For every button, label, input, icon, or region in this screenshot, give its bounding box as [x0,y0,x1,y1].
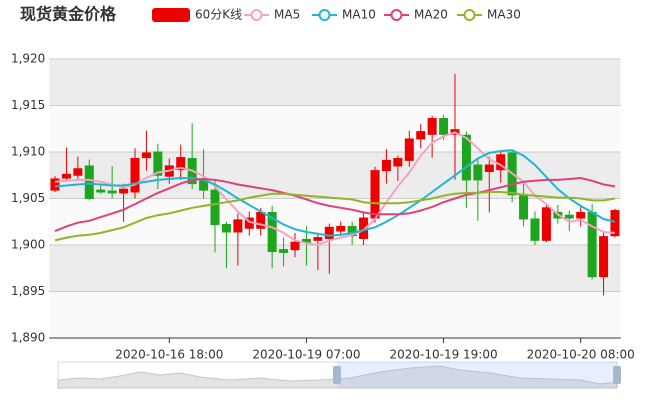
candle-body [519,194,529,220]
split-area [49,152,621,199]
y-tick-label: 1,915 [11,98,45,112]
x-tick-label: 2020-10-19 07:00 [252,348,360,362]
ma-line [54,191,616,242]
candle-body [84,165,94,199]
candle-body [587,211,597,278]
candle-body [530,218,540,241]
legend-icon [463,9,476,21]
zoom-preview [57,365,618,389]
y-tick-label: 1,920 [11,52,45,66]
candle-body [473,164,483,181]
candle-body [221,224,231,233]
candle-body [119,188,129,194]
chart-title: 现货黄金价格 [20,5,117,24]
candle-body [404,138,414,161]
zoom-handle[interactable] [613,366,621,384]
candle-body [416,131,426,140]
x-tick-label: 2020-10-19 19:00 [389,348,497,362]
x-tick-label: 2020-10-16 18:00 [115,348,223,362]
candle-body [313,237,323,241]
legend-label[interactable]: MA20 [414,8,448,22]
split-area [49,291,621,338]
candle-body [96,189,106,193]
candle-body [233,219,243,233]
candle-body [61,173,71,179]
plot [50,73,620,296]
candle-body [576,211,586,219]
zoom-window[interactable] [337,362,617,388]
y-tick-label: 1,910 [11,145,45,159]
data-zoom[interactable] [57,361,621,389]
candle-body [484,164,494,173]
candle-body [73,168,83,176]
candle-body [279,249,289,253]
candle-body [381,159,391,172]
y-tick-label: 1,900 [11,238,45,252]
candle-body [564,214,574,219]
candle-body [439,118,449,135]
y-tick-label: 1,895 [11,284,45,298]
ma-line [54,131,616,247]
legend-icon [250,9,263,21]
candle-body [324,226,334,239]
legend-label[interactable]: MA30 [487,8,521,22]
y-tick-label: 1,905 [11,191,45,205]
candle-body [370,170,380,219]
candle-body [393,158,403,167]
candle-body [267,211,277,253]
candle-body [141,152,151,159]
candle-body [210,189,220,226]
zoom-handle[interactable] [333,366,341,384]
candle-body [153,151,163,176]
candle-body [541,207,551,241]
legend-label[interactable]: 60分K线 [195,8,242,22]
candle-body [336,225,346,232]
candle-body [599,236,609,278]
candle-body [176,157,186,171]
candle-body [461,134,471,181]
candle-body [130,158,140,193]
x-tick-label: 2020-10-20 08:00 [527,348,635,362]
split-area [49,105,621,152]
legend-icon [318,9,331,21]
ma-line [54,149,616,237]
candle-body [50,178,60,191]
legend-icon [390,9,403,21]
candle-body [290,241,300,251]
y-tick-label: 1,890 [11,331,45,345]
legend-label[interactable]: MA5 [274,8,300,22]
split-area [49,245,621,292]
candle-body [427,118,437,135]
ma-line [54,176,616,233]
split-area [49,59,621,106]
legend-label[interactable]: MA10 [342,8,376,22]
legend-icon[interactable] [152,8,190,22]
candle-body [610,210,620,237]
candle-body [107,190,117,194]
